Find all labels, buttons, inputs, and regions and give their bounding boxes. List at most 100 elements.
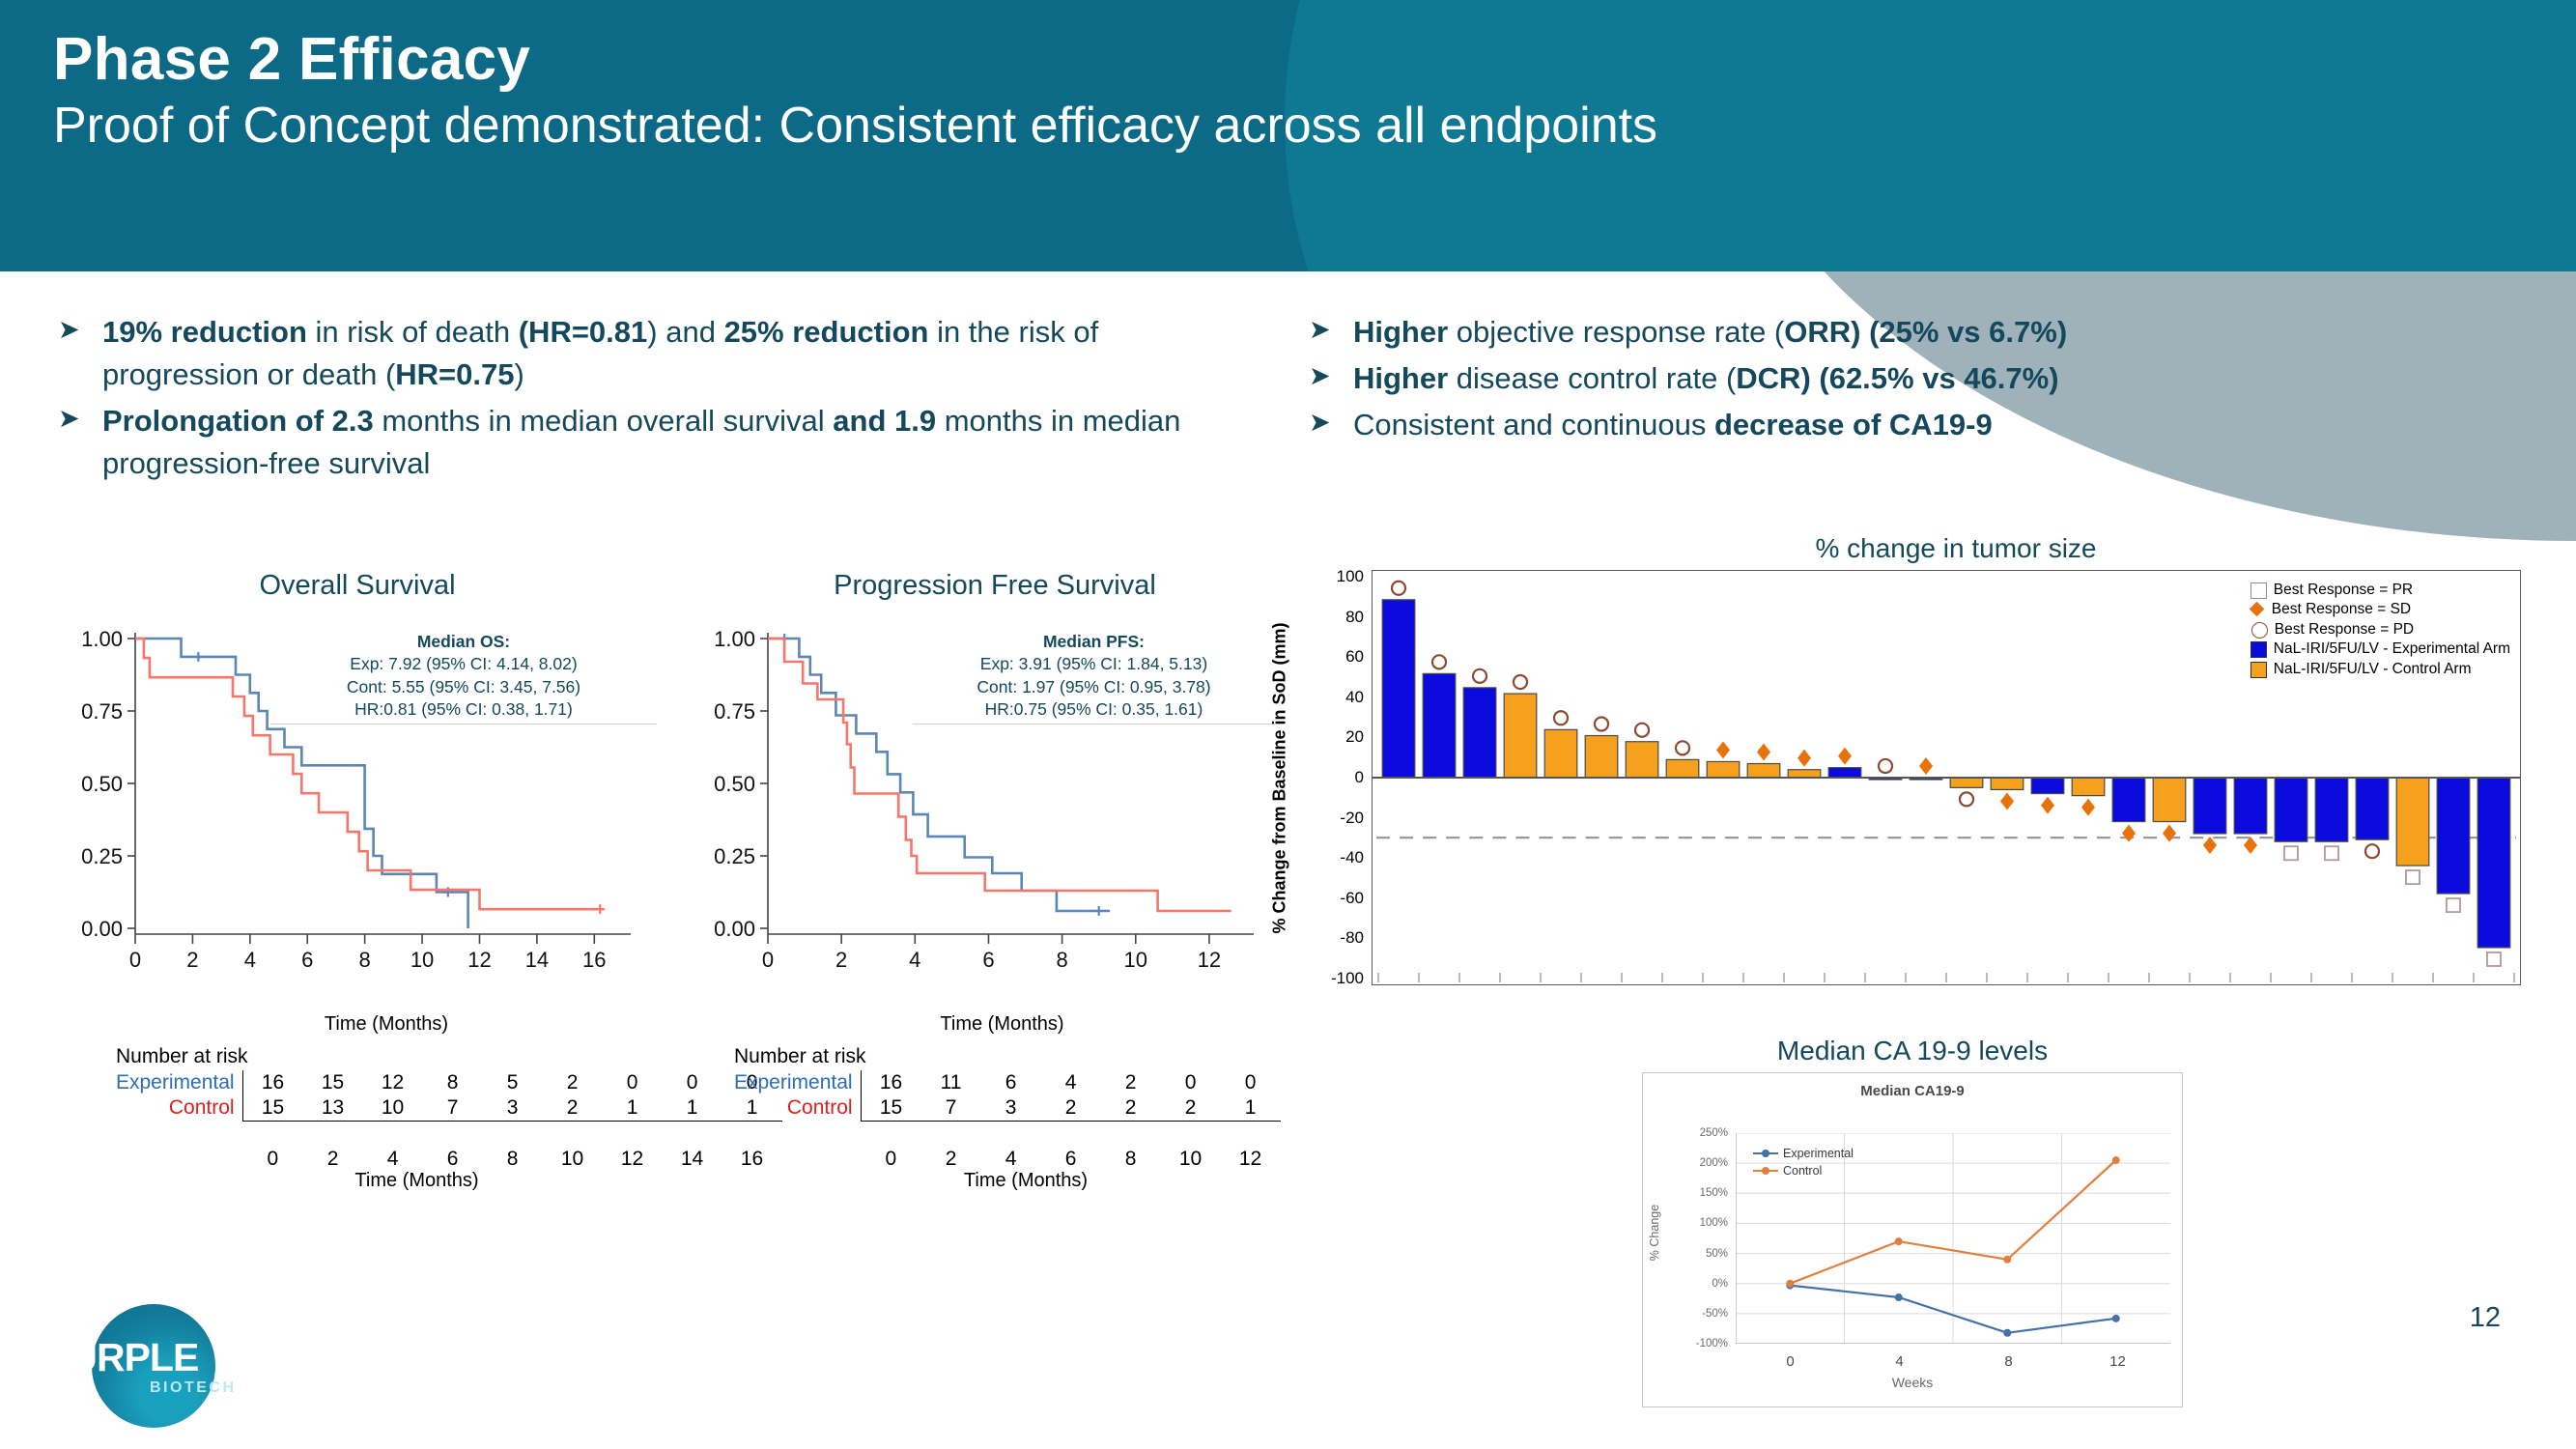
chart-overall-survival: Overall Survival 1.00 0.75 0.50 0.25 0.00 0 2 4… [43, 570, 782, 1265]
stats-heading-os: Median OS: [416, 632, 511, 651]
stats-line1-os: Exp: 7.92 (95% CI: 4.14, 8.02) [350, 654, 578, 674]
waterfall-y-ticks: 100 80 60 40 20 0 -20 -40 -60 -80 -100 [1294, 567, 1370, 987]
bullet-text: Higher disease control rate (DCR) (62.5%… [1353, 361, 2059, 396]
legend-item: Control [1753, 1162, 1854, 1179]
axis-label-ca199-y: % Change [1645, 1131, 1664, 1334]
legend-item: NaL-IRI/5FU/LV - Experimental Arm [2250, 639, 2510, 659]
waterfall-y-tick: -20 [1340, 808, 1364, 827]
bullet-text: 19% reduction in risk of death (HR=0.81)… [102, 315, 1099, 392]
bullet-list-right: ➤ Higher objective response rate (ORR) (2… [1309, 311, 2420, 450]
waterfall-bar [1462, 668, 1497, 779]
response-marker-icon [1512, 673, 1529, 691]
nar-cell: 1 [1244, 1096, 1257, 1119]
nar-cell: 16 [241, 1070, 303, 1095]
legend-label: Best Response = PR [2273, 582, 2414, 598]
stats-line3-pfs: HR:0.75 (95% CI: 0.35, 1.61) [984, 698, 1203, 719]
axis-label-pfs-x: Time (Months) [940, 1013, 1064, 1035]
ca199-x-tick: 0 [1786, 1353, 1795, 1370]
bullet-item: ➤ Higher disease control rate (DCR) (62.5… [1309, 357, 2420, 400]
ca199-y-ticks: 250% 200% 150% 100% 50% 0% -50% -100% [1662, 1127, 1732, 1350]
stats-line2-pfs: Cont: 1.97 (95% CI: 0.95, 3.78) [977, 676, 1211, 696]
nar-row-label: Control [786, 1096, 853, 1120]
legend-line-icon [1753, 1167, 1778, 1176]
response-marker-icon [1837, 747, 1853, 765]
bullet-text: Higher objective response rate (ORR) (25… [1353, 315, 2068, 349]
response-marker-icon [2405, 869, 2420, 886]
waterfall-svg [1373, 580, 2520, 982]
nar-tick: 16 [740, 1148, 764, 1170]
chart-title-os: Overall Survival [259, 570, 456, 601]
response-marker-icon [2324, 845, 2339, 862]
response-marker-icon [1390, 580, 1407, 596]
axis-label-ca199-x: Weeks [1891, 1375, 1934, 1390]
chart-tumor-waterfall: % change in tumor size % Change from Bas… [1270, 533, 2521, 1026]
legend-line-icon [1753, 1150, 1778, 1158]
chart-median-ca19-9: Median CA 19-9 levels Median CA19-9 % Ch… [1642, 1036, 2183, 1412]
chart-title-ca199: Median CA 19-9 levels [1776, 1036, 2049, 1065]
axis-label-os-x: Time (Months) [324, 1013, 449, 1035]
legend-marker-icon [2250, 582, 2267, 599]
response-marker-icon [2283, 845, 2299, 862]
nar-title-os: Number at risk [116, 1045, 248, 1067]
table-row: Control 15 7 3 2 2 2 1 [734, 1095, 1281, 1122]
legend-marker-icon [2250, 603, 2265, 617]
page-title: Phase 2 Efficacy [53, 26, 531, 93]
nar-tick: 4 [386, 1148, 399, 1170]
nar-cell: 2 [1124, 1096, 1137, 1119]
ca199-inner-title: Median CA19-9 [1860, 1083, 1965, 1099]
waterfall-bar [1949, 777, 1984, 808]
stats-line3-os: HR:0.81 (95% CI: 0.38, 1.71) [354, 698, 573, 719]
svg-text:0.25: 0.25 [714, 844, 755, 868]
waterfall-bar [2030, 777, 2065, 814]
nar-tick: 8 [1124, 1148, 1137, 1170]
km-svg-pfs: 1.00 0.75 0.50 0.25 0.00 0 2 4 6 8 10 12 [714, 627, 1254, 972]
response-marker-icon [2081, 798, 2096, 816]
svg-text:1.00: 1.00 [81, 627, 123, 651]
svg-text:6: 6 [301, 948, 313, 972]
waterfall-y-tick: 60 [1345, 647, 1364, 667]
waterfall-bar [1909, 756, 1943, 781]
chart-title-pfs: Progression Free Survival [834, 570, 1156, 601]
legend-item: Experimental [1753, 1145, 1854, 1162]
header-text-block: Phase 2 Efficacy Proof of Concept demons… [53, 29, 1657, 153]
legend-label: NaL-IRI/5FU/LV - Experimental Arm [2273, 640, 2510, 658]
page-number: 12 [2469, 1302, 2501, 1333]
table-row: Control 15 13 10 7 3 2 1 1 1 [116, 1095, 782, 1122]
waterfall-bar [1868, 757, 1903, 781]
nar-cell: 15 [241, 1095, 303, 1122]
nar-row-label: Control [168, 1096, 235, 1120]
nar-tick: 6 [1064, 1148, 1077, 1170]
nar-cell: 10 [381, 1096, 405, 1119]
waterfall-bar [1503, 673, 1538, 779]
nar-title-pfs: Number at risk [734, 1045, 866, 1067]
waterfall-bar [2274, 777, 2308, 862]
response-marker-icon [1552, 710, 1570, 726]
bullet-item: ➤ 19% reduction in risk of death (HR=0.81… [58, 311, 1217, 396]
response-marker-icon [1633, 722, 1651, 738]
legend-item: Best Response = SD [2250, 600, 2510, 619]
ca199-x-tick: 12 [2109, 1353, 2126, 1370]
waterfall-y-tick: 20 [1345, 727, 1364, 747]
response-marker-icon [1999, 792, 2015, 810]
legend-label: Experimental [1783, 1147, 1854, 1160]
waterfall-y-tick: -60 [1340, 888, 1364, 907]
waterfall-bar [2193, 777, 2227, 855]
page-subtitle: Proof of Concept demonstrated: Consisten… [53, 98, 1658, 155]
bullet-text: Prolongation of 2.3 months in median ove… [102, 404, 1181, 481]
nar-tick: 14 [680, 1148, 704, 1170]
response-marker-icon [1715, 741, 1731, 759]
nar-tick: 6 [446, 1148, 459, 1170]
company-logo [92, 1304, 215, 1428]
nar-bottom-rule [734, 1121, 1281, 1147]
response-marker-icon [1877, 757, 1894, 775]
ca199-y-tick: 150% [1699, 1187, 1728, 1200]
stats-box-pfs: Median PFS: Exp: 3.91 (95% CI: 1.84, 5.1… [913, 631, 1275, 725]
bullet-arrow-icon: ➤ [1309, 408, 1331, 438]
svg-text:1.00: 1.00 [714, 627, 755, 651]
nar-axis-ticks: 0 2 4 6 8 10 12 [734, 1147, 1281, 1172]
waterfall-y-tick: -40 [1340, 848, 1364, 867]
nar-tick: 4 [1005, 1148, 1017, 1170]
waterfall-bar [2071, 777, 2106, 816]
nar-tick: 2 [945, 1148, 957, 1170]
nar-cell: 0 [626, 1071, 638, 1094]
